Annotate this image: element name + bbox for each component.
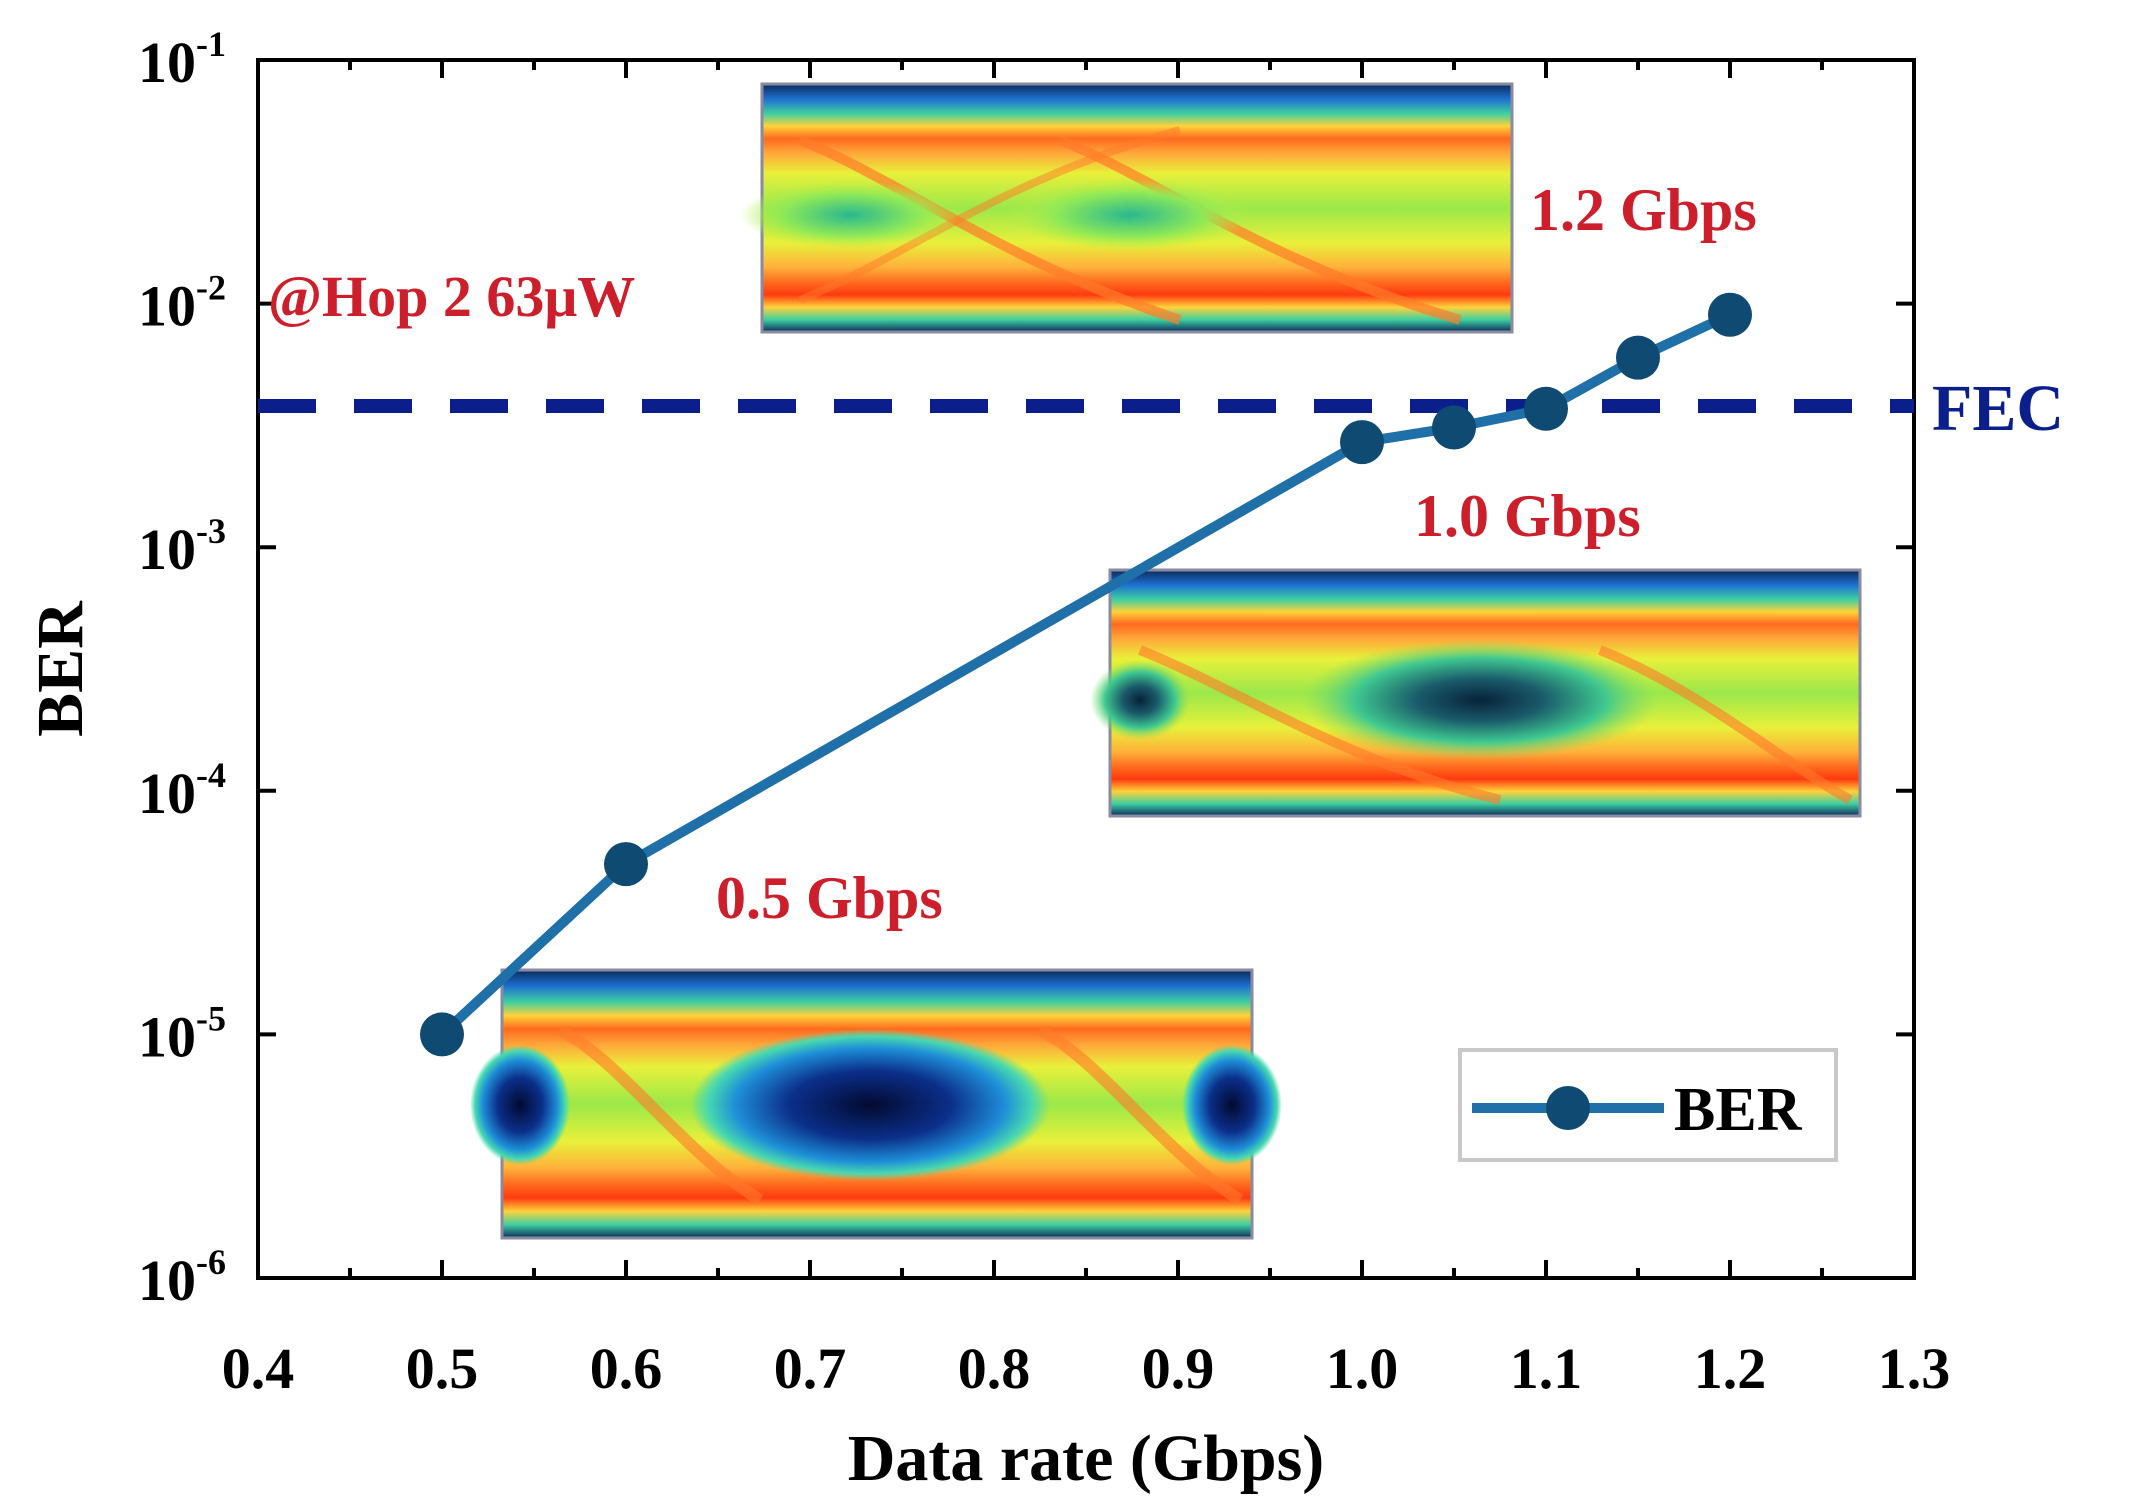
legend-label: BER xyxy=(1674,1076,1803,1144)
eye-label-1-0-gbps: 1.0 Gbps xyxy=(1414,483,1641,549)
data-point-1-15 xyxy=(1616,335,1660,380)
y-tick-label: 10-6 xyxy=(138,1242,226,1313)
y-tick-label: 10-4 xyxy=(138,755,226,826)
y-tick-exponent: -6 xyxy=(196,1242,226,1282)
x-tick-label: 0.4 xyxy=(222,1336,295,1401)
condition-annotation: @Hop 2 63μW xyxy=(268,264,635,329)
data-point-1-1 xyxy=(1524,386,1568,431)
x-tick-label: 1.2 xyxy=(1694,1336,1767,1401)
y-tick-base: 10 xyxy=(138,517,196,582)
data-point-0-5 xyxy=(420,1012,464,1057)
x-tick-label: 0.9 xyxy=(1142,1336,1215,1401)
eye-diagram-0-5-gbps xyxy=(470,968,1282,1240)
data-point-0-6 xyxy=(604,842,648,887)
x-tick-label: 1.3 xyxy=(1878,1336,1951,1401)
y-tick-base: 10 xyxy=(138,30,196,95)
y-tick-exponent: -5 xyxy=(196,998,226,1038)
y-tick-base: 10 xyxy=(138,274,196,339)
y-tick-label: 10-5 xyxy=(138,998,226,1069)
y-tick-exponent: -1 xyxy=(196,24,226,64)
eye-diagram-1-2-gbps xyxy=(740,82,1514,334)
eye-diagram-1-0-gbps xyxy=(1090,568,1862,818)
fec-label: FEC xyxy=(1932,372,2064,445)
legend: BER xyxy=(1458,1048,1838,1162)
x-tick-label: 0.5 xyxy=(406,1336,479,1401)
x-tick-label: 0.7 xyxy=(774,1336,847,1401)
y-tick-base: 10 xyxy=(138,761,196,826)
y-tick-exponent: -3 xyxy=(196,511,226,551)
data-point-1-05 xyxy=(1432,405,1476,450)
y-tick-labels: 10-1 10-2 10-3 10-4 10-5 10-6 xyxy=(138,24,226,1313)
y-tick-label: 10-3 xyxy=(138,511,226,582)
ber-series xyxy=(420,292,1752,1057)
x-tick-label: 0.6 xyxy=(590,1336,663,1401)
y-tick-label: 10-1 xyxy=(138,24,226,95)
y-tick-label: 10-2 xyxy=(138,268,226,339)
y-tick-exponent: -4 xyxy=(196,755,226,795)
data-point-1-2 xyxy=(1708,292,1752,337)
y-tick-base: 10 xyxy=(138,1004,196,1069)
x-tick-labels: 0.4 0.5 0.6 0.7 0.8 0.9 1.0 1.1 1.2 1.3 xyxy=(222,1336,1951,1401)
y-tick-base: 10 xyxy=(138,1248,196,1313)
axis-ticks xyxy=(256,58,1916,1280)
x-tick-label: 1.0 xyxy=(1326,1336,1399,1401)
legend-marker-sample xyxy=(1546,1086,1590,1130)
data-point-1 xyxy=(1340,420,1384,465)
eye-label-1-2-gbps: 1.2 Gbps xyxy=(1530,177,1757,243)
x-axis-label: Data rate (Gbps) xyxy=(848,1422,1325,1495)
eye-label-0-5-gbps: 0.5 Gbps xyxy=(716,865,943,931)
x-tick-label: 1.1 xyxy=(1510,1336,1583,1401)
y-axis-label: BER xyxy=(24,600,97,737)
y-tick-exponent: -2 xyxy=(196,268,226,308)
x-tick-label: 0.8 xyxy=(958,1336,1031,1401)
